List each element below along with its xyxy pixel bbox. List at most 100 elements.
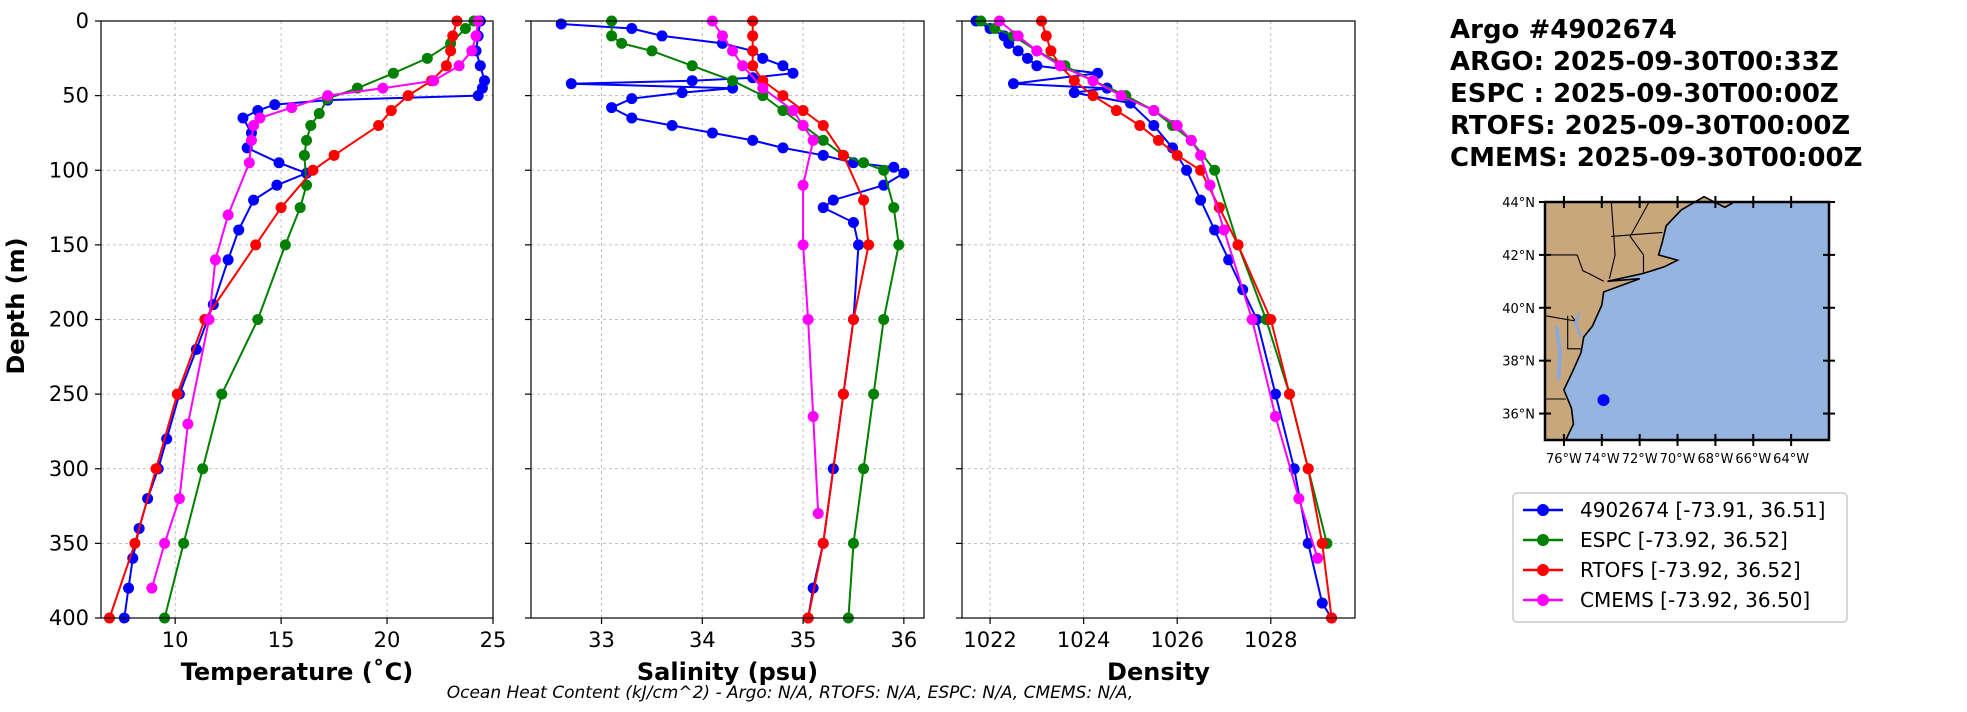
data-point-espc	[777, 105, 789, 117]
lon-tick-label: 64°W	[1773, 452, 1809, 467]
data-point-rtofs	[250, 239, 262, 251]
data-point-espc	[858, 463, 870, 475]
argo-float-marker	[1597, 394, 1610, 407]
data-point-4902674	[1302, 537, 1314, 549]
data-point-cmems	[466, 45, 478, 57]
data-point-cmems	[453, 60, 465, 72]
data-point-cmems	[716, 30, 728, 42]
data-point-cmems	[203, 314, 215, 325]
data-point-4902674	[777, 142, 789, 154]
data-point-cmems	[797, 239, 809, 251]
data-point-rtofs	[817, 119, 829, 131]
data-point-rtofs	[1302, 463, 1314, 475]
data-point-rtofs	[777, 90, 789, 102]
data-point-4902674	[1068, 87, 1080, 99]
data-point-espc	[216, 388, 228, 400]
data-point-rtofs	[275, 202, 287, 214]
series-line-espc	[980, 20, 1328, 544]
lat-tick-label: 42°N	[1502, 249, 1535, 264]
espc-time: ESPC : 2025-09-30T00:00Z	[1450, 79, 1839, 109]
data-point-rtofs	[402, 90, 414, 102]
data-point-rtofs	[1195, 164, 1207, 176]
profile-panel-3: 1022 1024 1026 1028 Density	[956, 15, 1356, 686]
legend-label: RTOFS [-73.92, 36.52]	[1580, 558, 1801, 582]
data-point-cmems	[1269, 411, 1281, 423]
data-point-cmems	[248, 119, 260, 131]
series-line-cmems	[998, 20, 1319, 559]
data-point-cmems	[377, 82, 389, 94]
data-point-4902674	[1269, 388, 1281, 400]
data-point-espc	[279, 239, 291, 251]
data-point-4902674	[747, 134, 759, 146]
lon-tick-label: 66°W	[1735, 452, 1771, 467]
data-point-espc	[387, 67, 399, 79]
data-point-espc	[313, 108, 325, 120]
data-point-cmems	[470, 30, 482, 42]
data-point-4902674	[1022, 52, 1033, 64]
data-point-4902674	[1181, 164, 1193, 176]
data-point-4902674	[888, 161, 900, 173]
data-point-4902674	[273, 157, 285, 169]
data-point-cmems	[1148, 105, 1160, 117]
data-point-rtofs	[858, 194, 870, 206]
data-point-espc	[421, 52, 433, 64]
y-tick-label: 100	[49, 158, 89, 182]
data-point-4902674	[222, 254, 234, 266]
data-point-4902674	[1007, 78, 1019, 90]
data-point-4902674	[626, 93, 638, 105]
data-point-4902674	[565, 78, 577, 90]
data-point-espc	[305, 119, 317, 131]
legend: 4902674 [-73.91, 36.51] ESPC [-73.92, 36.…	[1512, 492, 1848, 623]
data-point-cmems	[787, 105, 799, 117]
state-border	[1629, 201, 1650, 274]
data-point-rtofs	[150, 463, 162, 475]
x-tick-label: 1022	[963, 628, 1016, 652]
y-tick-label: 300	[49, 457, 89, 481]
argo-id: Argo #4902674	[1450, 15, 1677, 45]
data-point-4902674	[686, 75, 698, 87]
data-point-rtofs	[863, 239, 875, 251]
data-point-cmems	[322, 90, 334, 102]
ocean-heat-content-note: Ocean Heat Content (kJ/cm^2) - Argo: N/A…	[447, 683, 1134, 703]
data-point-4902674	[706, 127, 718, 139]
data-point-rtofs	[747, 45, 759, 57]
data-point-rtofs	[129, 537, 141, 549]
x-tick-label: 25	[480, 628, 507, 652]
data-point-4902674	[555, 18, 567, 30]
data-point-espc	[616, 37, 628, 49]
series-line-espc	[610, 21, 900, 619]
data-point-cmems	[1246, 314, 1258, 325]
data-point-rtofs	[837, 388, 849, 400]
data-point-cmems	[1012, 30, 1024, 42]
data-point-4902674	[271, 179, 283, 191]
profile-panels: 10 15 20 25050100150200250300350400Temperat…	[49, 9, 1356, 686]
data-point-espc	[893, 239, 905, 251]
data-point-cmems	[797, 179, 809, 191]
map-frame	[1543, 200, 1831, 442]
data-point-cmems	[1054, 60, 1066, 72]
lat-tick-label: 40°N	[1502, 302, 1535, 317]
data-point-rtofs	[385, 105, 397, 117]
x-tick-label: 33	[588, 628, 615, 652]
data-point-cmems	[807, 411, 819, 423]
data-point-4902674	[237, 112, 249, 124]
data-point-espc	[294, 202, 306, 214]
delaware-bay	[1573, 312, 1583, 338]
data-point-cmems	[737, 60, 749, 72]
y-tick-label: 150	[49, 233, 89, 257]
data-point-cmems	[222, 209, 234, 221]
data-point-cmems	[1087, 75, 1099, 87]
data-point-rtofs	[307, 164, 319, 176]
argo-time: ARGO: 2025-09-30T00:33Z	[1450, 47, 1839, 77]
y-tick-label: 200	[49, 308, 89, 332]
data-point-rtofs	[1110, 105, 1122, 117]
data-point-cmems	[286, 102, 298, 114]
data-point-4902674	[1195, 194, 1207, 206]
data-point-espc	[727, 75, 739, 87]
data-point-cmems	[802, 314, 814, 325]
data-point-4902674	[248, 194, 260, 206]
data-point-cmems	[1115, 90, 1127, 102]
data-point-rtofs	[447, 30, 459, 42]
lon-tick-label: 76°W	[1546, 452, 1582, 467]
